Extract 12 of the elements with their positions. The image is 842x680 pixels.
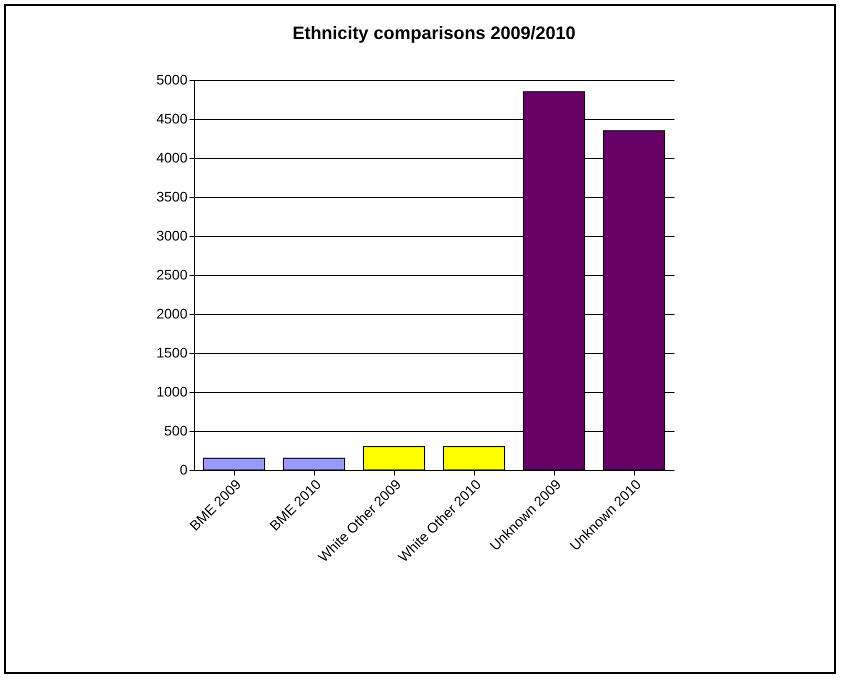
chart-title: Ethnicity comparisons 2009/2010 (292, 23, 576, 43)
y-tick-label: 0 (180, 462, 188, 478)
y-tick-label: 3000 (156, 228, 188, 244)
y-tick-label: 4500 (156, 110, 188, 126)
y-tick-label: 2000 (156, 306, 188, 322)
y-tick-label: 4000 (156, 150, 188, 166)
y-tick-label: 1000 (156, 384, 188, 400)
y-tick-label: 2500 (156, 266, 188, 282)
y-tick-label: 500 (164, 422, 188, 438)
y-tick-label: 1500 (156, 344, 188, 360)
y-tick-label: 3500 (156, 188, 188, 204)
y-tick-label: 5000 (156, 72, 188, 88)
